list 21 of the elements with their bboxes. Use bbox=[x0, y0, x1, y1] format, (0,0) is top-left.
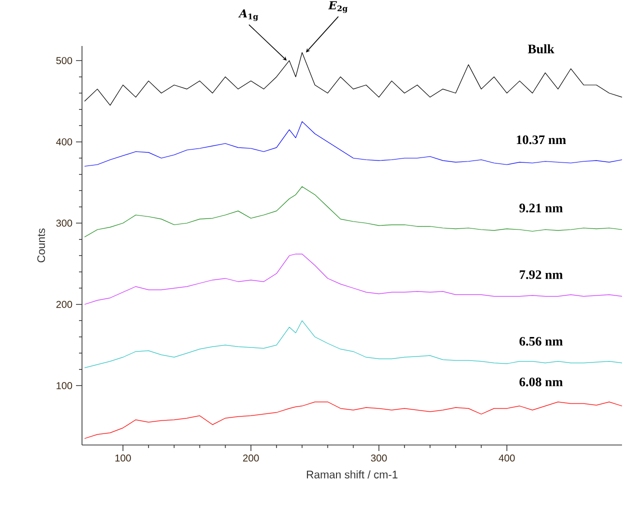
line-series bbox=[84, 52, 622, 106]
series-label: 6.56 nm bbox=[520, 336, 563, 346]
x-tick-label: 100 bbox=[115, 454, 131, 462]
annotation: A$_{1g}$ bbox=[238, 9, 258, 21]
x-tick-label: 300 bbox=[370, 454, 387, 462]
x-axis-title: Raman shift / cm-1 bbox=[306, 470, 398, 478]
x-tick-label: 200 bbox=[243, 454, 259, 462]
line-series bbox=[84, 186, 622, 238]
y-tick-label: 200 bbox=[56, 300, 72, 308]
series-label: Bulk bbox=[528, 44, 554, 54]
series-label: 10.37 nm bbox=[516, 135, 566, 144]
series-label: 9.21 nm bbox=[519, 204, 563, 212]
y-tick-label: 300 bbox=[56, 220, 72, 227]
y-tick-label: 400 bbox=[56, 138, 72, 146]
y-axis-title: Counts bbox=[37, 228, 46, 262]
y-tick-label: 100 bbox=[56, 382, 72, 390]
y-tick-label: 500 bbox=[56, 57, 72, 64]
annotation: E$_{2g}$ bbox=[328, 1, 348, 13]
x-tick-label: 400 bbox=[498, 454, 515, 462]
series-label: 6.08 nm bbox=[520, 378, 563, 386]
series-label: 7.92 nm bbox=[520, 270, 563, 280]
